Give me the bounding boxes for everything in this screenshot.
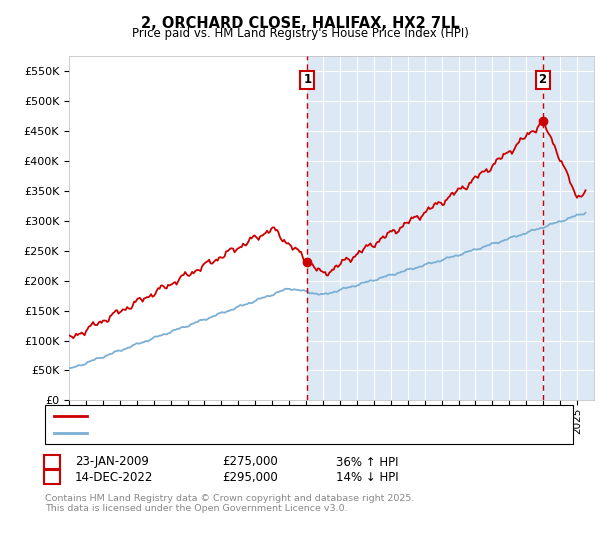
Text: £275,000: £275,000 [222, 455, 278, 469]
Text: Price paid vs. HM Land Registry's House Price Index (HPI): Price paid vs. HM Land Registry's House … [131, 27, 469, 40]
Text: 2: 2 [48, 470, 56, 484]
Text: £295,000: £295,000 [222, 470, 278, 484]
Text: 14% ↓ HPI: 14% ↓ HPI [336, 470, 398, 484]
Text: 14-DEC-2022: 14-DEC-2022 [75, 470, 154, 484]
Bar [307, 56, 594, 400]
Text: 1: 1 [48, 455, 56, 469]
Text: 23-JAN-2009: 23-JAN-2009 [75, 455, 149, 469]
Text: Contains HM Land Registry data © Crown copyright and database right 2025.: Contains HM Land Registry data © Crown c… [45, 494, 415, 503]
Text: 2: 2 [538, 73, 547, 86]
Text: 2, ORCHARD CLOSE, HALIFAX, HX2 7LL (detached house): 2, ORCHARD CLOSE, HALIFAX, HX2 7LL (deta… [93, 411, 412, 421]
Text: 1: 1 [303, 73, 311, 86]
Text: HPI: Average price, detached house, Calderdale: HPI: Average price, detached house, Cald… [93, 428, 359, 438]
Text: This data is licensed under the Open Government Licence v3.0.: This data is licensed under the Open Gov… [45, 504, 347, 513]
Text: 36% ↑ HPI: 36% ↑ HPI [336, 455, 398, 469]
Text: 2, ORCHARD CLOSE, HALIFAX, HX2 7LL: 2, ORCHARD CLOSE, HALIFAX, HX2 7LL [140, 16, 460, 31]
